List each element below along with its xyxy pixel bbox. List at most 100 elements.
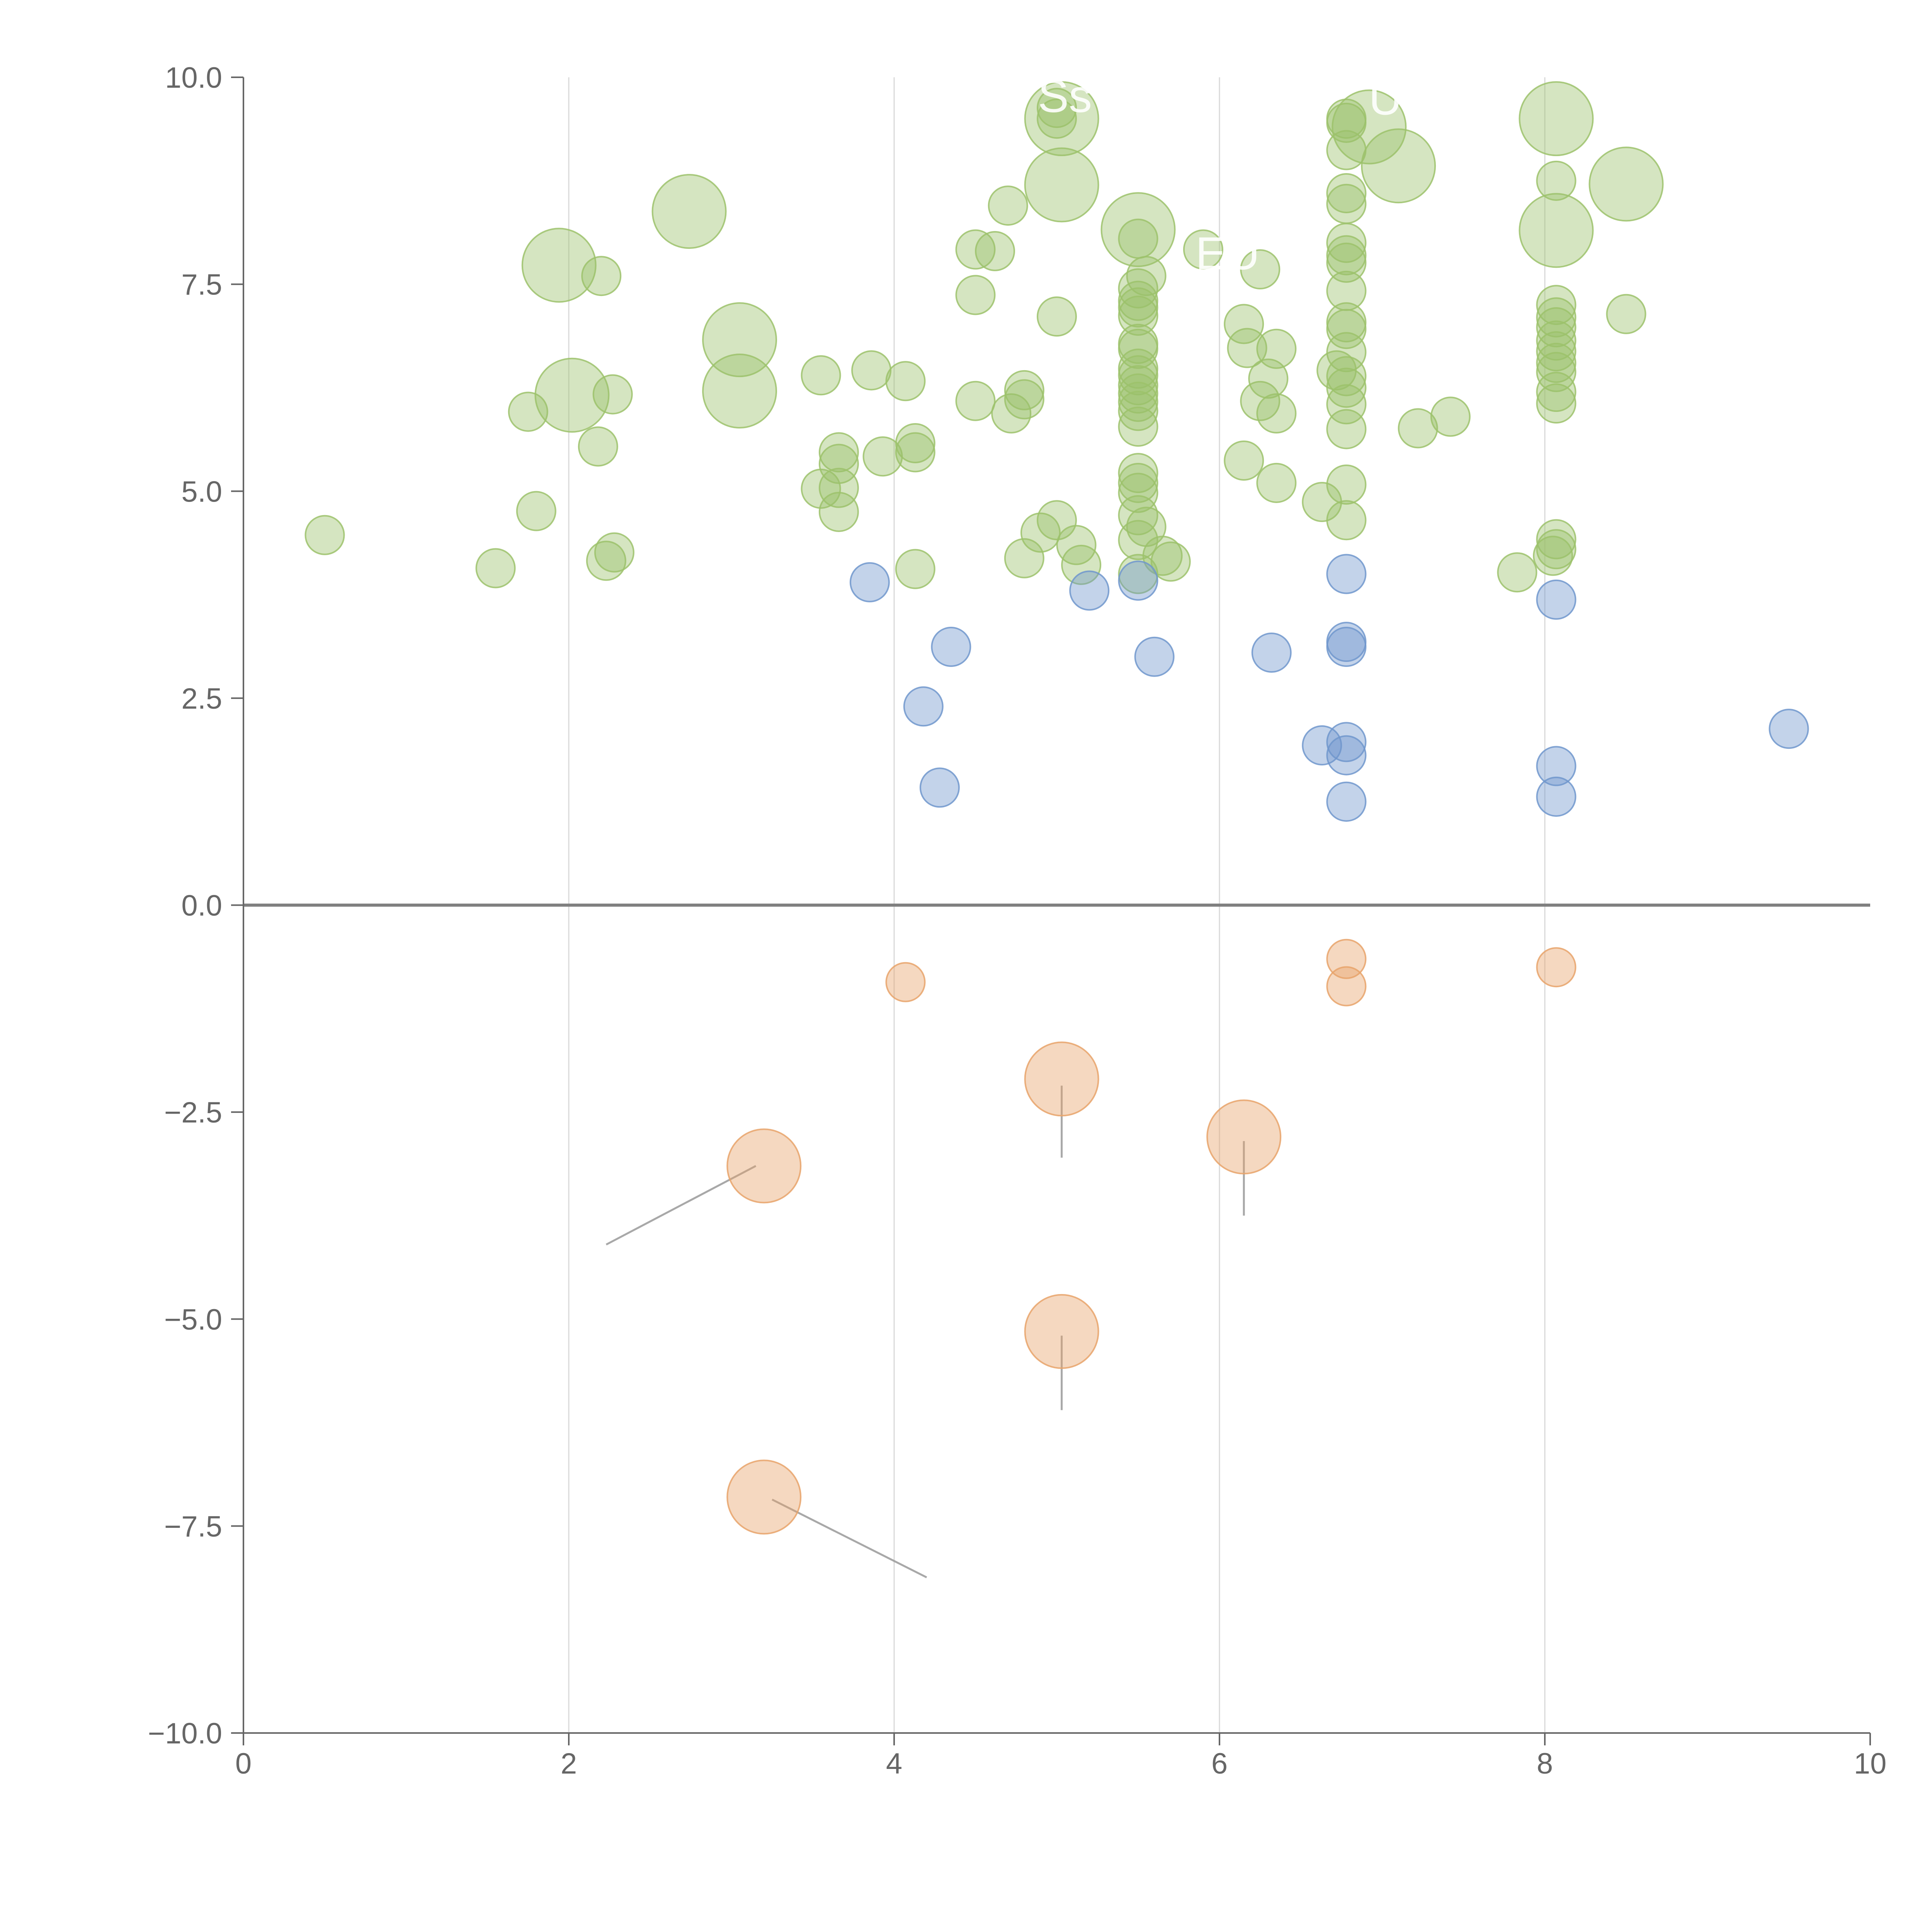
green-point (1536, 372, 1577, 412)
green-point (1056, 525, 1097, 565)
leader-line (577, 391, 602, 405)
leader-line (1556, 114, 1591, 120)
x-tick-label: 6 (1211, 1747, 1228, 1780)
green-point (1536, 160, 1577, 201)
green-point (1240, 381, 1281, 421)
blue-point (849, 562, 890, 602)
green-point (651, 174, 727, 249)
green-point (801, 355, 841, 396)
annotation-label: EU (1196, 228, 1260, 279)
annotation-label: Ss (1038, 70, 1092, 122)
green-point (1536, 383, 1577, 424)
blue-point (1536, 776, 1577, 817)
green-point (1326, 242, 1367, 283)
green-point (586, 541, 626, 581)
green-point (895, 423, 935, 463)
orange-point (1326, 939, 1367, 979)
green-point (304, 515, 345, 555)
x-tick-label: 10 (1854, 1747, 1887, 1780)
green-point (1326, 367, 1367, 408)
orange-point (1326, 966, 1367, 1007)
annotation-label: U (1369, 73, 1402, 124)
green-point (955, 275, 996, 315)
green-point (1536, 297, 1577, 338)
green-point (578, 426, 618, 467)
green-point (702, 302, 777, 378)
x-tick-label: 4 (886, 1747, 902, 1780)
blue-point (1251, 633, 1292, 673)
green-point (1326, 173, 1367, 213)
y-tick-label: 5.0 (181, 475, 222, 508)
green-point (1118, 495, 1158, 536)
green-point (1588, 146, 1664, 222)
blue-point (1536, 746, 1577, 786)
orange-point (885, 962, 926, 1002)
x-tick-label: 2 (561, 1747, 577, 1780)
green-point (594, 532, 634, 573)
green-point (1142, 536, 1183, 576)
green-point (1126, 256, 1167, 296)
green-point (1150, 541, 1191, 582)
green-point (1536, 331, 1577, 372)
blue-point (1069, 570, 1110, 611)
green-point (1004, 379, 1044, 420)
y-tick-label: −7.5 (164, 1510, 222, 1543)
leader-line (739, 390, 768, 405)
green-point (581, 256, 622, 296)
green-point (1519, 193, 1594, 268)
green-point (1326, 184, 1367, 224)
blue-point (1326, 627, 1367, 667)
green-point (1118, 218, 1158, 259)
green-point (702, 354, 777, 429)
green-point (1037, 88, 1077, 128)
green-point (592, 374, 633, 415)
green-point (1004, 538, 1044, 578)
green-point (1536, 285, 1577, 325)
blue-point (1326, 735, 1367, 776)
blue-point (1769, 709, 1809, 749)
green-point (1326, 384, 1367, 425)
green-point (988, 185, 1028, 226)
y-tick-label: −5.0 (164, 1303, 222, 1336)
green-point (1118, 520, 1158, 560)
leader-line (1138, 229, 1163, 240)
green-point (1024, 147, 1099, 223)
green-point (1536, 320, 1577, 361)
blue-point (919, 767, 960, 808)
leader-line (1626, 167, 1651, 185)
green-point (975, 231, 1015, 271)
orange-point (1024, 1294, 1099, 1369)
y-tick-label: 10.0 (165, 61, 222, 94)
green-point (1037, 296, 1077, 337)
green-point (1061, 544, 1102, 585)
blue-point (931, 627, 971, 667)
green-point (818, 468, 859, 508)
green-point (1326, 102, 1367, 143)
green-point (1536, 307, 1577, 348)
leader-lines (548, 114, 1651, 1578)
green-point (1240, 249, 1281, 290)
blue-point (1536, 579, 1577, 620)
leader-line (1398, 165, 1403, 179)
y-tick-label: −2.5 (164, 1096, 222, 1129)
annotations: Ss U EU (1038, 70, 1402, 279)
green-point (1100, 192, 1176, 267)
blue-point (1326, 722, 1367, 762)
blue-point (1326, 781, 1367, 822)
blue-point (1134, 636, 1175, 677)
green-point (516, 491, 556, 531)
x-tick-label: 8 (1537, 1747, 1553, 1780)
green-point (1326, 500, 1367, 541)
blue-point (903, 686, 944, 727)
green-point (1118, 373, 1158, 414)
green-point (1118, 296, 1158, 336)
leader-line (689, 197, 708, 212)
green-point (818, 432, 859, 473)
y-tick-label: 0.0 (181, 889, 222, 922)
y-tick-label: 2.5 (181, 682, 222, 715)
green-point (1497, 552, 1537, 593)
green-point (818, 492, 859, 532)
leader-line (605, 1165, 757, 1246)
green-point (955, 381, 996, 421)
